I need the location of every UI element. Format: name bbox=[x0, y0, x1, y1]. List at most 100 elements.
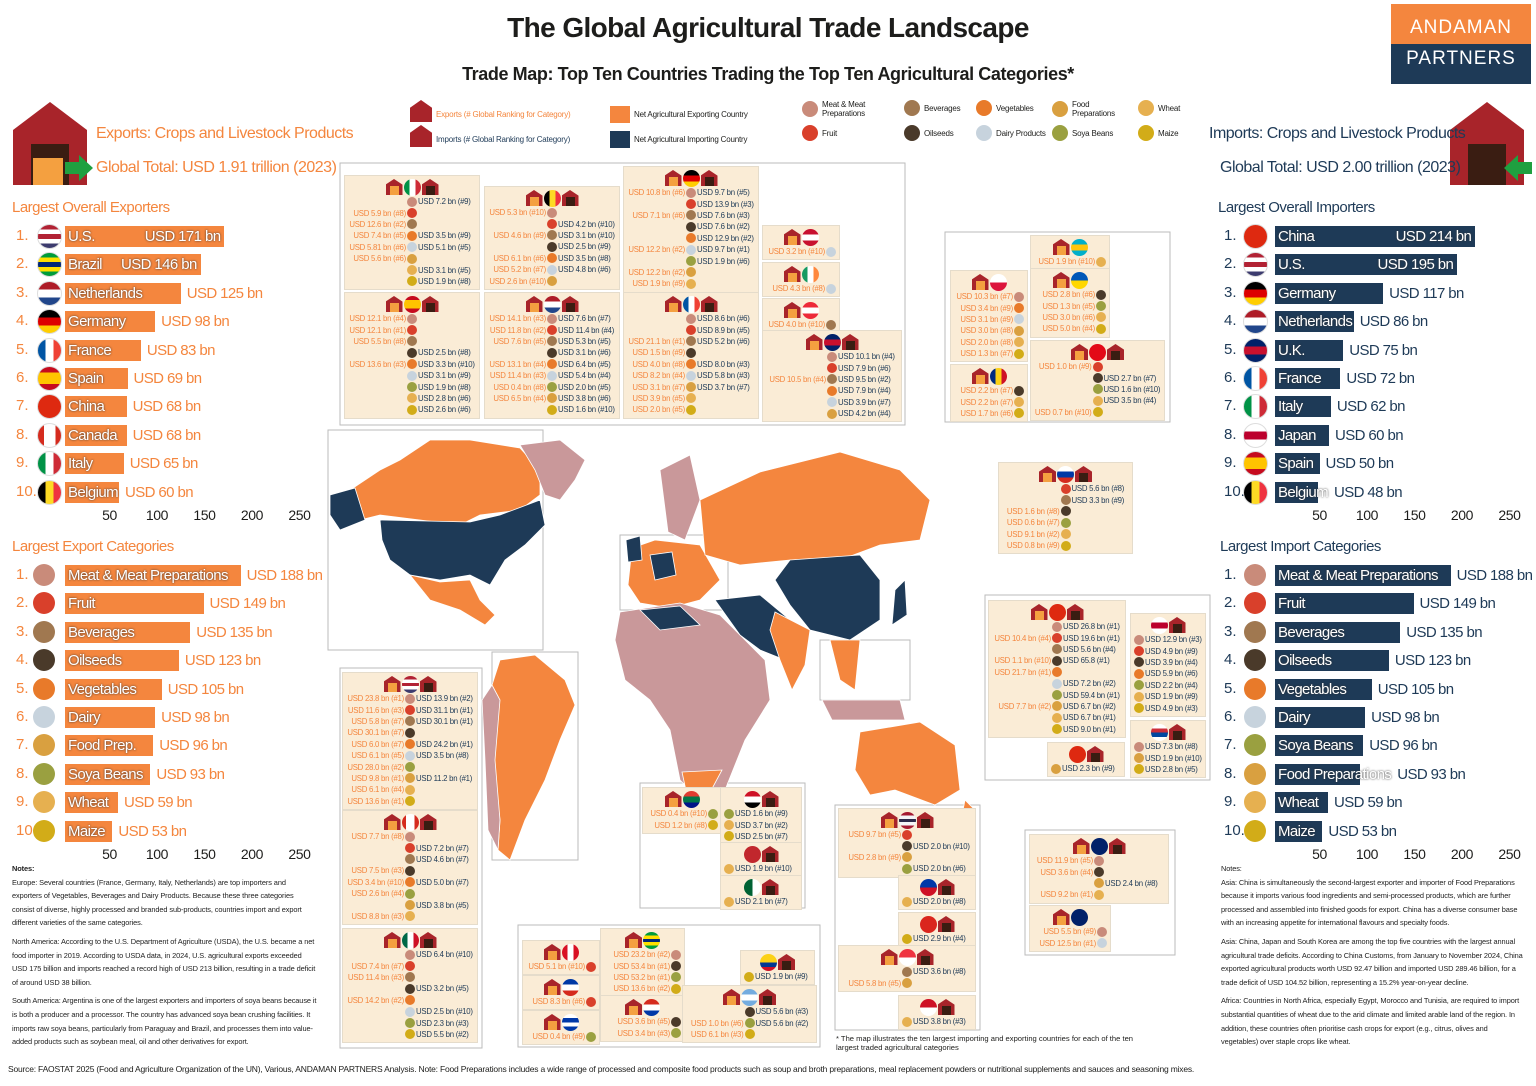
flag-be bbox=[37, 479, 62, 505]
dairy-icon bbox=[33, 706, 55, 728]
box-header bbox=[765, 301, 837, 319]
export-barn-icon bbox=[971, 368, 989, 384]
trade-row-food-preparations: USD 3.0 bn (#8) bbox=[953, 325, 1025, 336]
import-barn-icon bbox=[561, 190, 579, 206]
beverages-icon bbox=[902, 966, 912, 977]
axis-tick: 100 bbox=[145, 507, 169, 523]
barn-door bbox=[565, 197, 575, 206]
bar-label: Oilseeds bbox=[68, 652, 122, 670]
food-preparations-icon bbox=[1134, 753, 1144, 764]
trade-row-vegetables: USD 3.4 bn (#10) USD 5.0 bn (#7) bbox=[345, 877, 475, 888]
legend-label-fruit: Fruit bbox=[822, 128, 838, 138]
import-value: USD 4.9 bn (#9) bbox=[1145, 646, 1198, 656]
export-value: USD 23.2 bn (#2) bbox=[613, 950, 670, 960]
flag-nl bbox=[37, 280, 62, 306]
flag-eg bbox=[743, 790, 761, 808]
soya-beans-icon bbox=[902, 863, 912, 874]
legend-vegetables: Vegetables bbox=[976, 100, 1048, 116]
fruit-icon bbox=[1244, 592, 1266, 615]
trade-row-meat: USD 8.6 bn (#6) bbox=[626, 313, 756, 324]
food-preparations-icon bbox=[1094, 878, 1104, 889]
food-preparations-icon bbox=[1051, 763, 1061, 774]
vegetables-icon bbox=[407, 359, 417, 370]
trade-row-wheat: USD 9.1 bn (#2) bbox=[1001, 529, 1130, 540]
import-value: USD 3.1 bn (#9) bbox=[418, 371, 471, 381]
legend-label-meat: Meat & Meat Preparations bbox=[822, 100, 866, 118]
trade-row-soya-beans: USD 2.6 bn (#4) bbox=[345, 888, 475, 899]
bar-value: USD 68 bn bbox=[132, 398, 202, 416]
box-header bbox=[765, 333, 899, 351]
export-value: USD 11.9 bn (#5) bbox=[1036, 856, 1093, 866]
bar-value: USD 123 bn bbox=[184, 652, 261, 670]
axis-tick: 150 bbox=[1403, 507, 1426, 523]
box-header bbox=[841, 811, 973, 829]
trade-row-oilseeds: USD 2.2 bn (#7) bbox=[953, 385, 1025, 396]
flag-hk bbox=[1068, 745, 1086, 763]
trade-row-meat: USD 26.8 bn (#1) bbox=[991, 621, 1123, 632]
trade-row-food-preparations: USD 7.7 bn (#2) USD 6.7 bn (#2) bbox=[991, 701, 1123, 712]
import-value: USD 7.2 bn (#2) bbox=[1063, 679, 1116, 689]
flag-ua bbox=[1070, 271, 1088, 289]
export-value: USD 10.3 bn (#7) bbox=[956, 292, 1013, 302]
bar-label: Soya Beans bbox=[1278, 737, 1353, 755]
trade-row-food-preparations: USD 4.2 bn (#4) bbox=[765, 408, 899, 419]
meat-icon bbox=[407, 196, 417, 207]
fruit-icon bbox=[1134, 646, 1144, 657]
bar-value: USD 171 bn bbox=[144, 228, 221, 245]
export-value: USD 1.0 bn (#9) bbox=[1038, 362, 1092, 372]
export-value: USD 5.5 bn (#8) bbox=[353, 336, 406, 346]
trade-row-soya-beans: USD 1.0 bn (#6) USD 5.6 bn (#2) bbox=[685, 1017, 814, 1029]
import-value: USD 4.6 bn (#7) bbox=[416, 854, 469, 864]
maize-icon bbox=[1096, 323, 1106, 334]
trade-row-wheat: USD 2.1 bn (#7) bbox=[723, 896, 799, 907]
box-header bbox=[525, 1013, 597, 1031]
wheat-icon bbox=[1096, 312, 1106, 323]
bar-label: U.S. bbox=[68, 228, 95, 245]
trade-row-wheat: USD 2.2 bn (#7) bbox=[953, 396, 1025, 408]
wheat-icon bbox=[1014, 397, 1024, 408]
import-value: USD 2.9 bn (#4) bbox=[913, 934, 966, 944]
trade-row-maize: USD 1.7 bn (#6) bbox=[953, 408, 1025, 419]
trade-row-food-preparations: USD 5.8 bn (#5) bbox=[841, 977, 973, 989]
flag-br bbox=[643, 931, 660, 949]
food-preparations-icon bbox=[827, 408, 837, 419]
vegetables-icon bbox=[547, 359, 557, 370]
fruit-icon bbox=[902, 829, 912, 840]
export-barn-icon bbox=[543, 979, 561, 995]
meat-icon bbox=[405, 949, 415, 960]
bar-value: USD 98 bn bbox=[161, 313, 230, 331]
bar-oilseeds: Oilseeds bbox=[1275, 650, 1389, 672]
axis-tick: 50 bbox=[1312, 507, 1327, 523]
box-header bbox=[345, 931, 475, 949]
import-value: USD 10.1 bn (#4) bbox=[838, 352, 895, 362]
export-value: USD 7.7 bn (#2) bbox=[998, 701, 1051, 711]
beverages-icon bbox=[686, 336, 696, 347]
food-preparations-icon bbox=[547, 276, 557, 287]
barn-door bbox=[920, 819, 930, 828]
box-header bbox=[1033, 343, 1162, 361]
import-barn-icon bbox=[778, 954, 795, 970]
legend-net-importing: Net Agricultural Importing Country bbox=[634, 135, 748, 144]
maize-icon bbox=[902, 933, 912, 944]
logo-bottom: PARTNERS bbox=[1391, 44, 1531, 84]
box-header bbox=[1050, 745, 1122, 763]
barn-door bbox=[547, 986, 557, 995]
meat-icon bbox=[1014, 291, 1024, 302]
trade-row-food-preparations: USD 3.1 bn (#7) USD 3.7 bn (#7) bbox=[626, 381, 756, 393]
bar-value: USD 65 bn bbox=[129, 455, 199, 473]
barn-door bbox=[1079, 473, 1088, 482]
country-box-nz: USD 5.5 bn (#9) USD 12.5 bn (#1) bbox=[1029, 905, 1111, 952]
bar-label: Germany bbox=[68, 313, 126, 331]
export-value: USD 14.2 bn (#2) bbox=[347, 995, 404, 1005]
map-se-asia bbox=[829, 639, 861, 691]
trade-row-maize: USD 1.2 bn (#8) bbox=[645, 819, 719, 831]
flag-pe bbox=[561, 943, 579, 961]
box-header bbox=[841, 948, 973, 966]
country-box-sg: USD 3.6 bn (#8) USD 5.8 bn (#5) bbox=[838, 945, 976, 992]
export-value: USD 3.9 bn (#5) bbox=[632, 393, 685, 403]
trade-row-soya-beans: USD 0.4 bn (#9) bbox=[525, 1031, 597, 1042]
barn-door bbox=[941, 923, 951, 932]
axis-tick: 100 bbox=[1355, 507, 1379, 523]
trade-row-wheat: USD 1.9 bn (#9) bbox=[1133, 691, 1203, 702]
import-value: USD 5.1 bn (#5) bbox=[418, 242, 471, 252]
